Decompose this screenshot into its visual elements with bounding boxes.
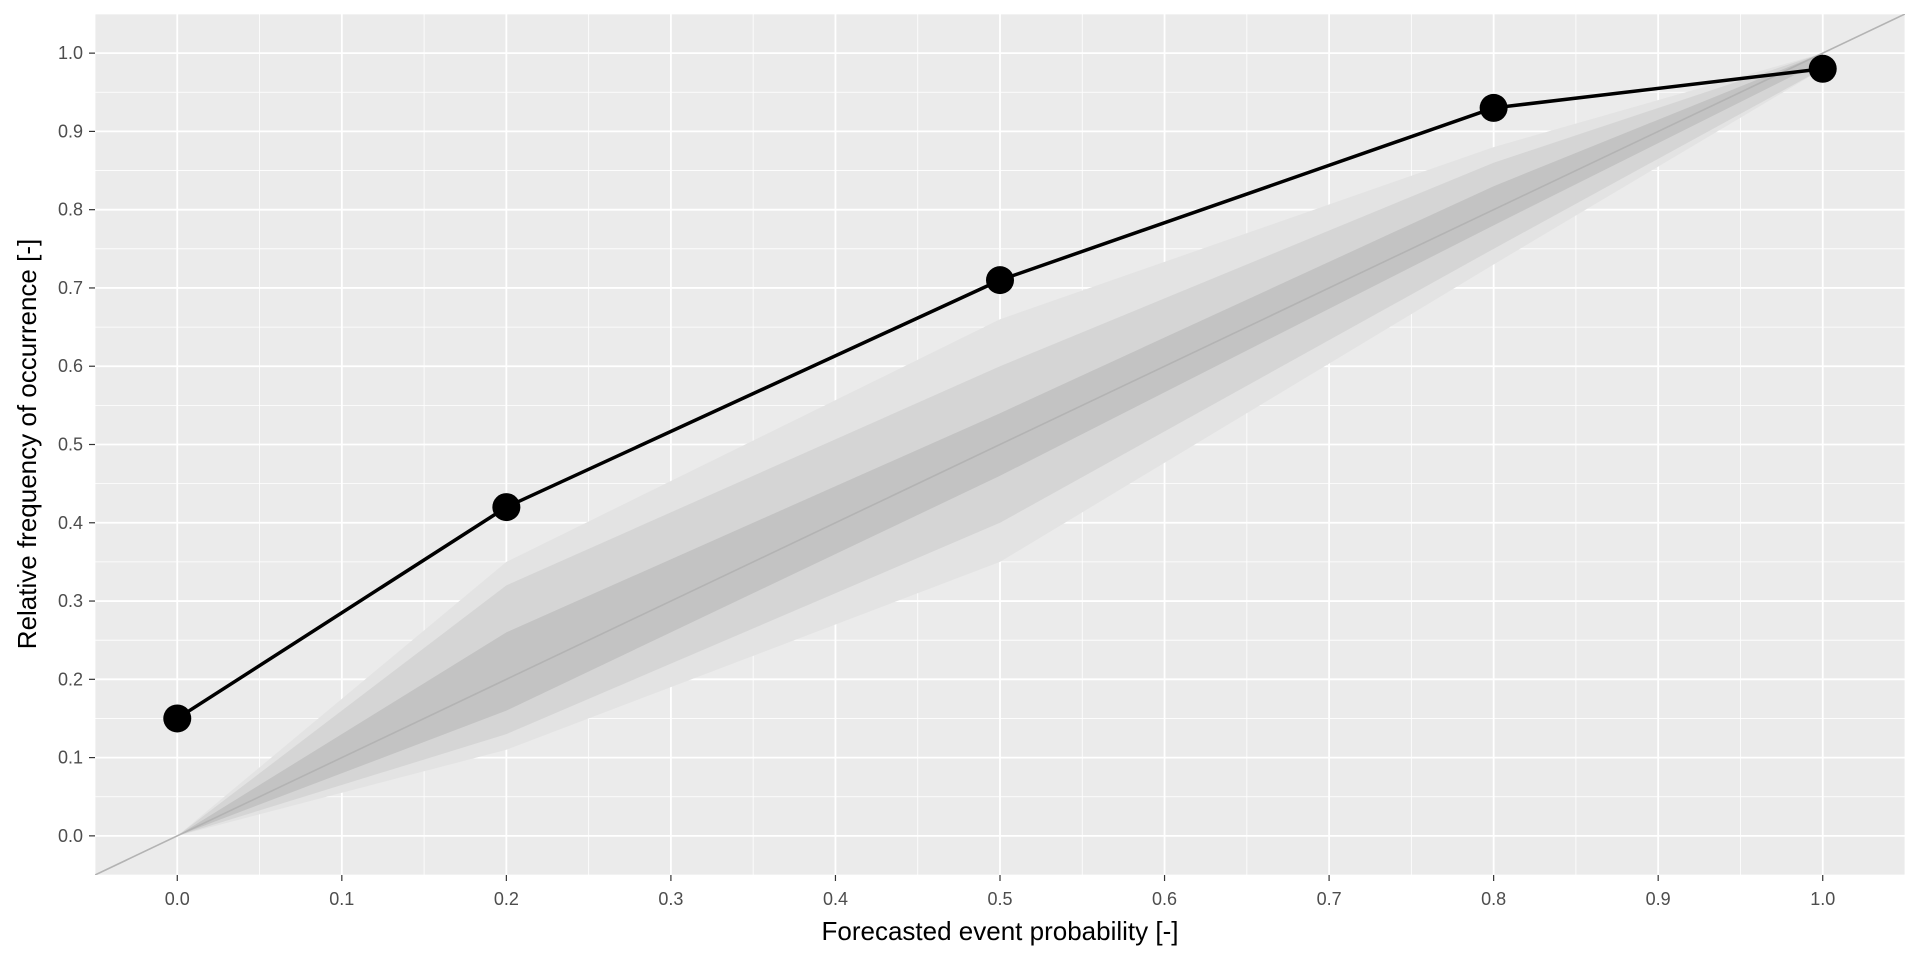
y-tick-label-9: 0.9 [58, 121, 83, 141]
y-tick-label-3: 0.3 [58, 591, 83, 611]
data-point-0 [163, 704, 192, 733]
x-axis-ticks: 0.0 0.1 0.2 0.3 0.4 0.5 0.6 0.7 0.8 0.9 1.0 [165, 875, 1835, 909]
x-tick-label-3: 0.3 [658, 889, 683, 909]
x-tick-label-0: 0.0 [165, 889, 190, 909]
y-tick-label-2: 0.2 [58, 669, 83, 689]
x-tick-label-5: 0.5 [987, 889, 1012, 909]
x-tick-label-1: 0.1 [329, 889, 354, 909]
diagonal-line [95, 14, 1905, 875]
data-point-3 [1479, 93, 1508, 122]
y-axis-title: Relative frequency of occurrence [-] [12, 239, 42, 649]
x-tick-label-10: 1.0 [1810, 889, 1835, 909]
y-tick-label-7: 0.7 [58, 278, 83, 298]
data-point-2 [986, 266, 1014, 295]
y-tick-label-1: 0.1 [58, 748, 83, 768]
x-tick-label-8: 0.8 [1481, 889, 1506, 909]
y-tick-label-5: 0.5 [58, 435, 83, 455]
y-tick-label-0: 0.0 [58, 826, 83, 846]
data-point-1 [492, 493, 521, 522]
y-tick-label-8: 0.8 [58, 200, 83, 220]
x-tick-label-9: 0.9 [1646, 889, 1671, 909]
data-point-4 [1808, 54, 1837, 83]
x-axis-title: Forecasted event probability [-] [822, 916, 1179, 946]
diagonal-reference [95, 14, 1905, 875]
x-tick-label-4: 0.4 [823, 889, 848, 909]
y-tick-label-6: 0.6 [58, 356, 83, 376]
reliability-series [163, 54, 1837, 733]
y-tick-label-4: 0.4 [58, 513, 83, 533]
y-tick-label-10: 1.0 [58, 43, 83, 63]
y-axis-ticks: 0.0 0.1 0.2 0.3 0.4 0.5 0.6 0.7 0.8 0.9 1.0 [58, 43, 95, 846]
x-tick-label-6: 0.6 [1152, 889, 1177, 909]
x-tick-label-7: 0.7 [1317, 889, 1342, 909]
x-tick-label-2: 0.2 [494, 889, 519, 909]
